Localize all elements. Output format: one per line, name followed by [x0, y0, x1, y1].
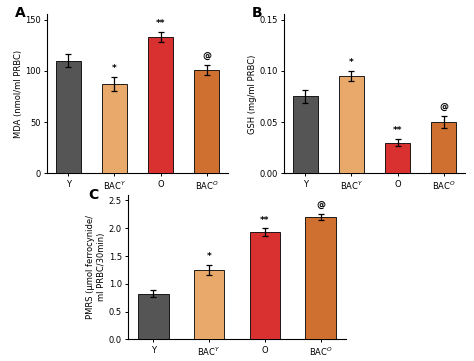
- Text: **: **: [260, 216, 270, 225]
- Y-axis label: MDA (nmol/ml PRBC): MDA (nmol/ml PRBC): [14, 50, 23, 138]
- Bar: [138, 294, 169, 339]
- Text: **: **: [393, 126, 402, 135]
- Text: **: **: [156, 19, 165, 28]
- Bar: [305, 217, 336, 339]
- Bar: [194, 270, 224, 339]
- Text: @: @: [316, 201, 325, 210]
- Text: @: @: [439, 103, 448, 112]
- Text: C: C: [89, 188, 99, 202]
- Bar: [55, 61, 81, 173]
- Text: *: *: [207, 252, 211, 261]
- Text: @: @: [202, 52, 211, 61]
- Bar: [102, 84, 127, 173]
- Bar: [148, 37, 173, 173]
- Text: A: A: [15, 6, 26, 21]
- Text: B: B: [252, 6, 263, 21]
- Y-axis label: PMRS (μmol ferrocynide/
ml PRBC/30min): PMRS (μmol ferrocynide/ ml PRBC/30min): [86, 215, 106, 319]
- Y-axis label: GSH (mg/ml PRBC): GSH (mg/ml PRBC): [248, 54, 257, 134]
- Bar: [250, 232, 280, 339]
- Text: *: *: [112, 64, 117, 73]
- Bar: [385, 143, 410, 173]
- Bar: [194, 70, 219, 173]
- Bar: [431, 122, 456, 173]
- Bar: [339, 76, 364, 173]
- Bar: [292, 96, 318, 173]
- Text: *: *: [349, 58, 354, 67]
